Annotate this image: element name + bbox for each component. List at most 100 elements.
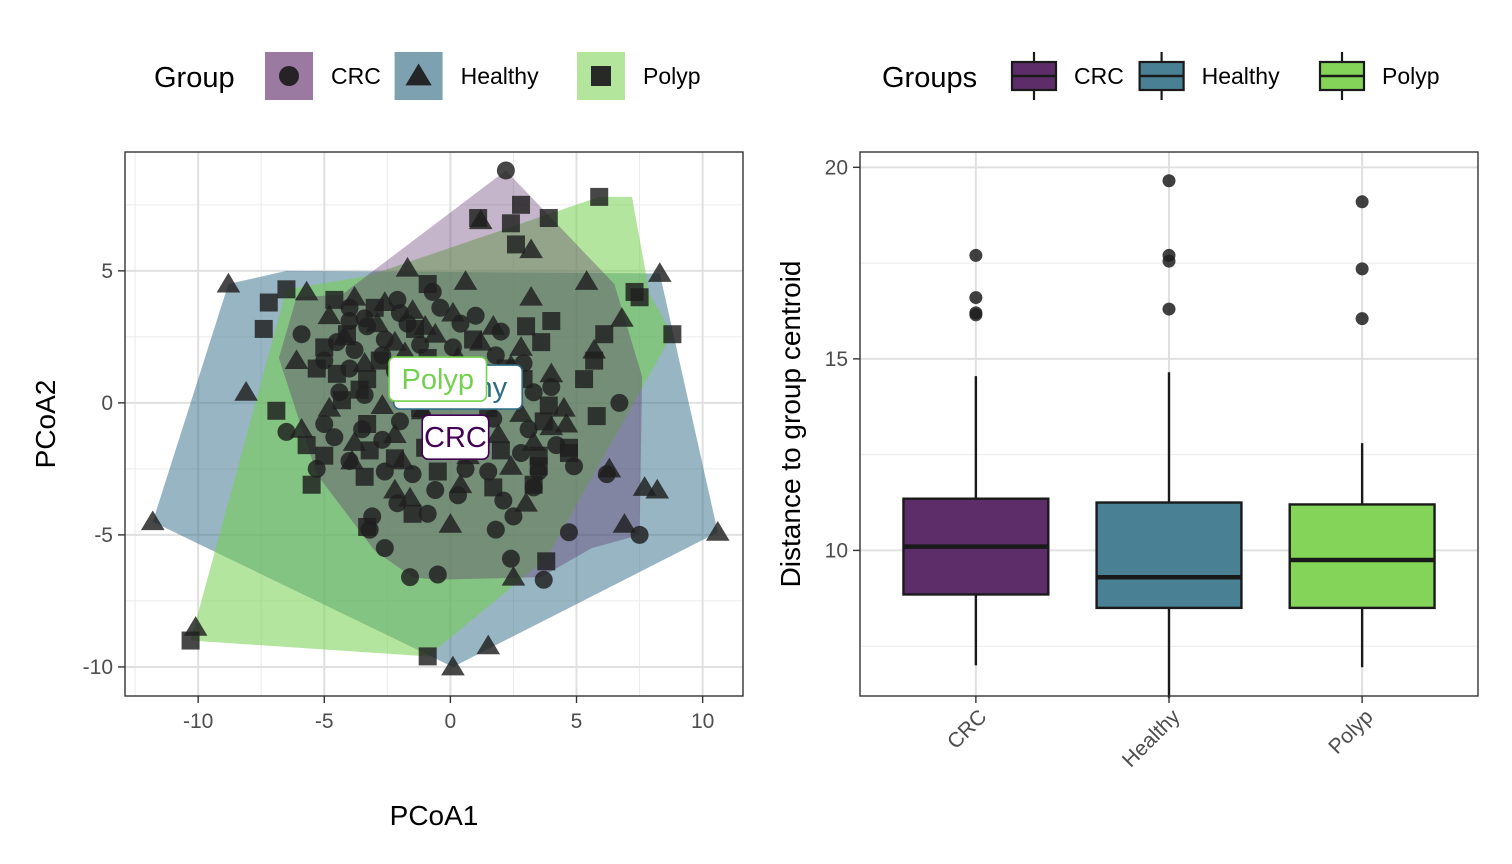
- point-healthy: [499, 455, 523, 475]
- point-crc: [325, 428, 344, 447]
- point-crc: [610, 393, 629, 412]
- box-x-tick-label: Polyp: [1324, 705, 1377, 758]
- box-legend-label: Healthy: [1202, 63, 1280, 89]
- point-polyp: [277, 280, 296, 299]
- box-plots: [902, 174, 1436, 698]
- scatter-x-axis-title: PCoA1: [390, 800, 479, 831]
- point-polyp: [532, 333, 551, 352]
- scatter-x-tick-label: -5: [315, 710, 334, 733]
- point-healthy: [352, 352, 377, 372]
- scatter-legend-label: CRC: [331, 63, 381, 89]
- point-healthy: [514, 491, 538, 512]
- scatter-x-tick-label: 0: [445, 710, 457, 733]
- point-polyp: [524, 475, 543, 494]
- point-healthy: [216, 272, 241, 293]
- point-polyp: [370, 351, 389, 370]
- point-healthy: [481, 315, 506, 335]
- point-polyp: [365, 298, 384, 317]
- point-crc: [542, 378, 561, 397]
- outlier-point: [969, 291, 983, 305]
- scatter-legend-entries: CRC Healthy Polyp: [265, 52, 701, 100]
- point-crc: [504, 507, 523, 526]
- outlier-point: [1355, 312, 1369, 326]
- point-healthy: [183, 616, 208, 636]
- point-crc: [345, 341, 364, 360]
- point-polyp: [585, 351, 604, 370]
- group-label-text: CRC: [424, 422, 487, 454]
- point-healthy: [705, 521, 730, 541]
- scatter-legend-title: Group: [154, 62, 235, 94]
- point-healthy: [294, 280, 319, 301]
- point-polyp: [259, 293, 278, 312]
- point-healthy: [140, 510, 165, 531]
- box-y-ticks: 10 15 20: [825, 156, 860, 562]
- group-label-crc: CRC: [421, 414, 490, 461]
- point-healthy: [476, 634, 501, 655]
- point-crc: [431, 298, 450, 317]
- point-polyp: [517, 317, 536, 336]
- box-panel: CRC Healthy Polyp 10 15 20 Distance to group…: [775, 151, 1479, 772]
- point-polyp: [529, 446, 548, 465]
- scatter-legend-entry-crc: CRC: [265, 52, 381, 100]
- point-polyp: [406, 319, 425, 338]
- scatter-y-ticks: -10 -5 0 5: [83, 260, 125, 679]
- point-healthy: [398, 486, 422, 507]
- scatter-x-tick-label: 10: [691, 710, 714, 733]
- point-healthy: [453, 270, 478, 290]
- point-healthy: [441, 301, 465, 322]
- scatter-x-ticks: -10 -5 0 5 10: [183, 696, 714, 733]
- legend-symbol-square: [591, 66, 611, 86]
- group-label-box: [388, 356, 488, 402]
- legend-symbol-triangle: [405, 63, 432, 86]
- point-polyp: [491, 441, 510, 460]
- point-crc: [466, 306, 485, 325]
- point-healthy: [234, 381, 258, 401]
- point-polyp: [484, 478, 503, 497]
- point-crc: [315, 415, 334, 433]
- point-healthy: [289, 418, 314, 438]
- point-polyp: [469, 209, 488, 228]
- point-crc: [534, 570, 553, 589]
- point-polyp: [630, 288, 649, 307]
- group-label-polyp: Polyp: [388, 356, 488, 402]
- point-polyp: [358, 415, 377, 433]
- point-healthy: [383, 423, 407, 444]
- point-polyp: [254, 319, 273, 338]
- box-crc: [902, 248, 1050, 666]
- point-crc: [401, 568, 420, 587]
- point-polyp: [403, 504, 422, 523]
- point-polyp: [418, 275, 437, 294]
- point-polyp: [663, 325, 682, 344]
- point-healthy: [645, 478, 670, 499]
- point-polyp: [325, 290, 344, 309]
- point-crc: [418, 504, 437, 523]
- point-healthy: [395, 256, 420, 277]
- box-polyp: [1288, 195, 1436, 668]
- point-healthy: [509, 402, 533, 422]
- point-crc: [388, 494, 407, 513]
- point-polyp: [587, 407, 606, 426]
- point-crc: [403, 465, 422, 484]
- point-crc: [428, 565, 447, 584]
- point-crc: [277, 422, 296, 441]
- box-legend-entry-polyp: Polyp: [1318, 52, 1440, 100]
- point-healthy: [383, 478, 407, 499]
- point-crc: [375, 539, 394, 558]
- point-healthy: [342, 431, 367, 451]
- box-legend-title: Groups: [882, 62, 977, 94]
- point-healthy: [284, 349, 309, 370]
- point-healthy: [501, 565, 526, 586]
- point-healthy: [438, 513, 463, 533]
- point-healthy: [441, 655, 465, 676]
- point-healthy: [370, 394, 395, 414]
- point-polyp: [315, 338, 334, 357]
- point-polyp: [534, 412, 553, 431]
- point-polyp: [358, 517, 377, 536]
- box-legend: Groups CRC Healthy Polyp: [882, 52, 1440, 100]
- box-x-tick-label: Healthy: [1118, 705, 1185, 772]
- point-polyp: [590, 187, 609, 206]
- scatter-x-tick-label: 5: [571, 710, 583, 733]
- point-polyp: [332, 391, 351, 410]
- scatter-y-tick-label: 5: [101, 260, 113, 283]
